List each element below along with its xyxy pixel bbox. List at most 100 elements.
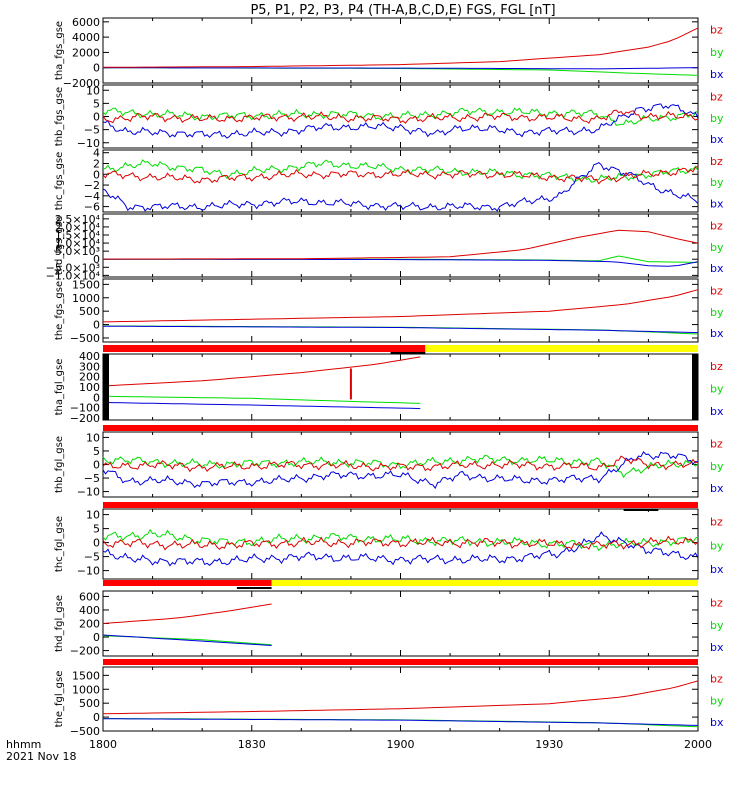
y-tick-label: −5 — [84, 551, 100, 564]
legend-bx: bx — [710, 405, 724, 418]
series-bz-line — [102, 356, 421, 387]
series-bx-line — [103, 258, 699, 267]
legend-by: by — [710, 176, 724, 189]
series-by-line — [102, 395, 421, 404]
date-label: 2021 Nov 18 — [6, 750, 76, 763]
plot-title: P5, P1, P2, P3, P4 (TH-A,B,C,D,E) FGS, F… — [250, 3, 555, 18]
y-tick-label: 200 — [79, 618, 100, 631]
mode-bar-segment — [103, 580, 272, 586]
y-tick-label: 200 — [79, 371, 100, 384]
mode-bar-segment — [103, 345, 426, 352]
series-bx-line — [102, 451, 699, 490]
y-tick-label: 0 — [93, 459, 100, 472]
legend-bx: bx — [710, 68, 724, 81]
legend-bz: bz — [710, 360, 723, 373]
series-bx-line — [103, 67, 699, 70]
y-tick-label: 0 — [93, 537, 100, 550]
legend-by: by — [710, 460, 724, 473]
y-tick-label: −10 — [77, 486, 100, 499]
y-tick-label: 6000 — [72, 16, 100, 29]
y-tick-label: −500 — [70, 332, 100, 345]
panel-ylabel: tha_fgs_gse — [54, 21, 65, 80]
legend-bx: bx — [710, 327, 724, 340]
legend-bx: bx — [710, 641, 724, 654]
y-tick-label: 5 — [93, 445, 100, 458]
y-tick-label: 400 — [79, 350, 100, 363]
legend-bx: bx — [710, 133, 724, 146]
legend-bz: bz — [710, 438, 723, 451]
legend-bz: bz — [710, 673, 723, 686]
y-tick-label: 1500 — [72, 669, 100, 682]
x-tick-label: 1900 — [387, 738, 415, 751]
series-bz-line — [102, 535, 699, 551]
legend-bz: bz — [710, 516, 723, 529]
legend-bz: bz — [710, 219, 723, 232]
mode-bar-tick — [236, 587, 272, 589]
series-bx-line — [103, 718, 699, 726]
y-tick-label: 500 — [79, 305, 100, 318]
y-tick-label: 0 — [93, 253, 100, 266]
x-tick-label: 2000 — [684, 738, 712, 751]
x-tick-label: 1830 — [238, 738, 266, 751]
legend-bz: bz — [710, 597, 723, 610]
legend-by: by — [710, 694, 724, 707]
x-tick-label: 1930 — [535, 738, 563, 751]
y-tick-label: 0 — [93, 168, 100, 181]
y-tick-label: 600 — [79, 590, 100, 603]
y-tick-label: 1000 — [72, 683, 100, 696]
y-tick-label: −2000 — [63, 77, 100, 90]
time-axis-label: hhmm — [6, 738, 41, 751]
series-bz-line — [103, 229, 699, 260]
y-tick-label: −500 — [70, 725, 100, 738]
legend-bx: bx — [710, 563, 724, 576]
mode-bar-segment — [103, 659, 698, 665]
y-tick-label: 0 — [93, 711, 100, 724]
y-tick-label: 0 — [93, 631, 100, 644]
panel-thc_fgs_gse: 420−2−4−6 thc_fgs_gse bz by bx — [54, 147, 724, 214]
y-tick-label: 10 — [86, 431, 100, 444]
legend-bz: bz — [710, 284, 723, 297]
y-tick-label: 2000 — [72, 46, 100, 59]
panel-ylabel: thb_fgl_gse — [54, 436, 65, 493]
series-bx-line — [102, 531, 699, 567]
y-tick-label: 0 — [93, 319, 100, 332]
y-tick-label: −4 — [84, 190, 100, 203]
mode-bar-segment — [271, 580, 698, 586]
y-tick-label: −5.0×10³ — [46, 261, 100, 274]
series-bz-line — [102, 455, 699, 473]
y-tick-label: 0 — [93, 111, 100, 124]
series-by-line — [102, 159, 699, 183]
legend-bx: bx — [710, 262, 724, 275]
series-bx-line — [102, 402, 421, 410]
legend-by: by — [710, 46, 724, 59]
series-by-line — [102, 454, 699, 479]
series-bz-line — [102, 680, 699, 715]
series-bz-line — [102, 109, 699, 124]
y-tick-label: 2.5×10⁴ — [55, 213, 101, 226]
series-bz-line — [103, 27, 699, 68]
panel-frame — [102, 17, 699, 84]
panel-frame — [102, 353, 699, 421]
y-tick-label: 0 — [93, 62, 100, 75]
panel-frame — [102, 149, 699, 213]
y-tick-label: −1.0×10⁴ — [46, 269, 101, 282]
y-tick-label: 0 — [93, 391, 100, 404]
y-tick-label: −10 — [77, 565, 100, 578]
y-tick-label: −5 — [84, 472, 100, 485]
y-tick-label: 2 — [93, 157, 100, 170]
y-tick-label: 1000 — [72, 292, 100, 305]
y-tick-label: 10 — [86, 509, 100, 522]
y-tick-label: 1.0×10⁴ — [55, 237, 101, 250]
legend-by: by — [710, 306, 724, 319]
gap-block — [103, 354, 109, 420]
legend-by: by — [710, 619, 724, 632]
y-tick-label: 5 — [93, 97, 100, 110]
mode-bar-segment — [103, 425, 698, 431]
series-bz-line — [102, 603, 272, 624]
y-tick-label: 4000 — [72, 31, 100, 44]
